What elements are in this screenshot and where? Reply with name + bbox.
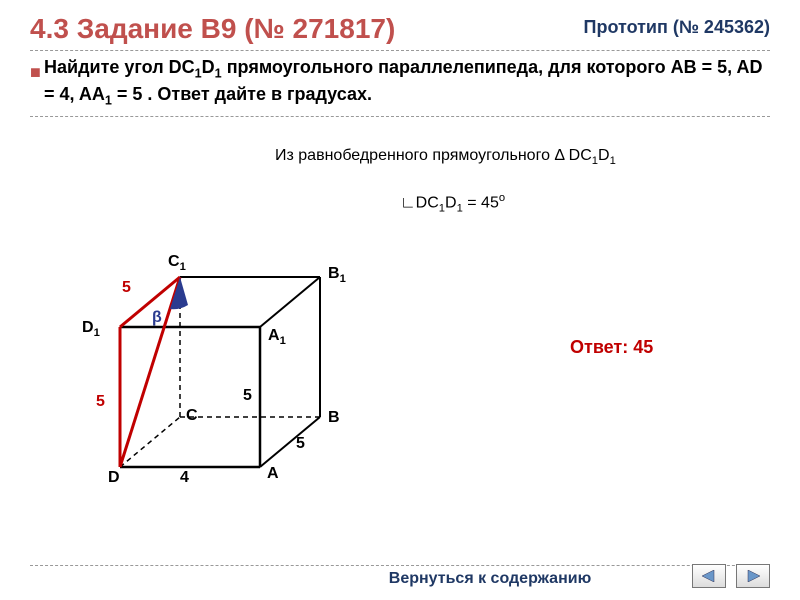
lbl-C1: C1 <box>168 253 186 273</box>
lbl-B: B <box>328 409 340 427</box>
edge-DD1: 5 <box>96 393 105 411</box>
d1b: D <box>598 147 610 164</box>
divider-3 <box>30 565 770 566</box>
lbl-D1: D1 <box>82 319 100 339</box>
lbl-D: D <box>108 469 120 487</box>
t2: D <box>202 57 215 77</box>
s3: 1 <box>105 94 112 108</box>
prototype-link[interactable]: Прототип (№ 245362) <box>584 17 770 38</box>
d2d: o <box>499 192 505 204</box>
d1a: Из равнобедренного прямоугольного Δ DC <box>275 147 592 164</box>
derivation-1: Из равнобедренного прямоугольного Δ DC 1D… <box>275 147 616 167</box>
slide-title: 4.3 Задание В9 (№ 271817) <box>30 12 395 46</box>
edge-D1C1: 5 <box>122 279 131 297</box>
cube-diagram: D1 C1 B1 A1 C B A D 5 5 4 5 5 β <box>60 207 360 512</box>
problem-text: ■ Найдите угол DC1D1 прямоугольного пара… <box>44 55 770 110</box>
bullet-icon: ■ <box>30 60 41 84</box>
t1: Найдите угол DC <box>44 57 195 77</box>
edge-AA1: 5 <box>243 387 252 405</box>
divider-2 <box>30 116 770 117</box>
next-button[interactable] <box>736 564 770 588</box>
t4: = 5 . Ответ дайте в градусах. <box>112 84 372 104</box>
s2: 1 <box>215 66 222 80</box>
answer-text: Ответ: 45 <box>570 337 653 358</box>
angle-beta: β <box>152 309 162 327</box>
lbl-A1: A1 <box>268 327 286 347</box>
d1s2: 1 <box>610 155 616 167</box>
s1: 1 <box>195 66 202 80</box>
divider <box>30 50 770 51</box>
d2a: ∟DC <box>400 194 439 211</box>
d2b: D <box>445 194 457 211</box>
d2c: = 45 <box>463 194 499 211</box>
back-link[interactable]: Вернуться к содержанию <box>330 570 650 588</box>
lbl-B1: B1 <box>328 265 346 285</box>
lbl-C: C <box>186 407 198 425</box>
prev-button[interactable] <box>692 564 726 588</box>
edge-AB: 5 <box>296 435 305 453</box>
lbl-A: A <box>267 465 279 483</box>
derivation-2: ∟DC1D1 = 45o <box>400 192 505 215</box>
edge-AD: 4 <box>180 469 189 487</box>
